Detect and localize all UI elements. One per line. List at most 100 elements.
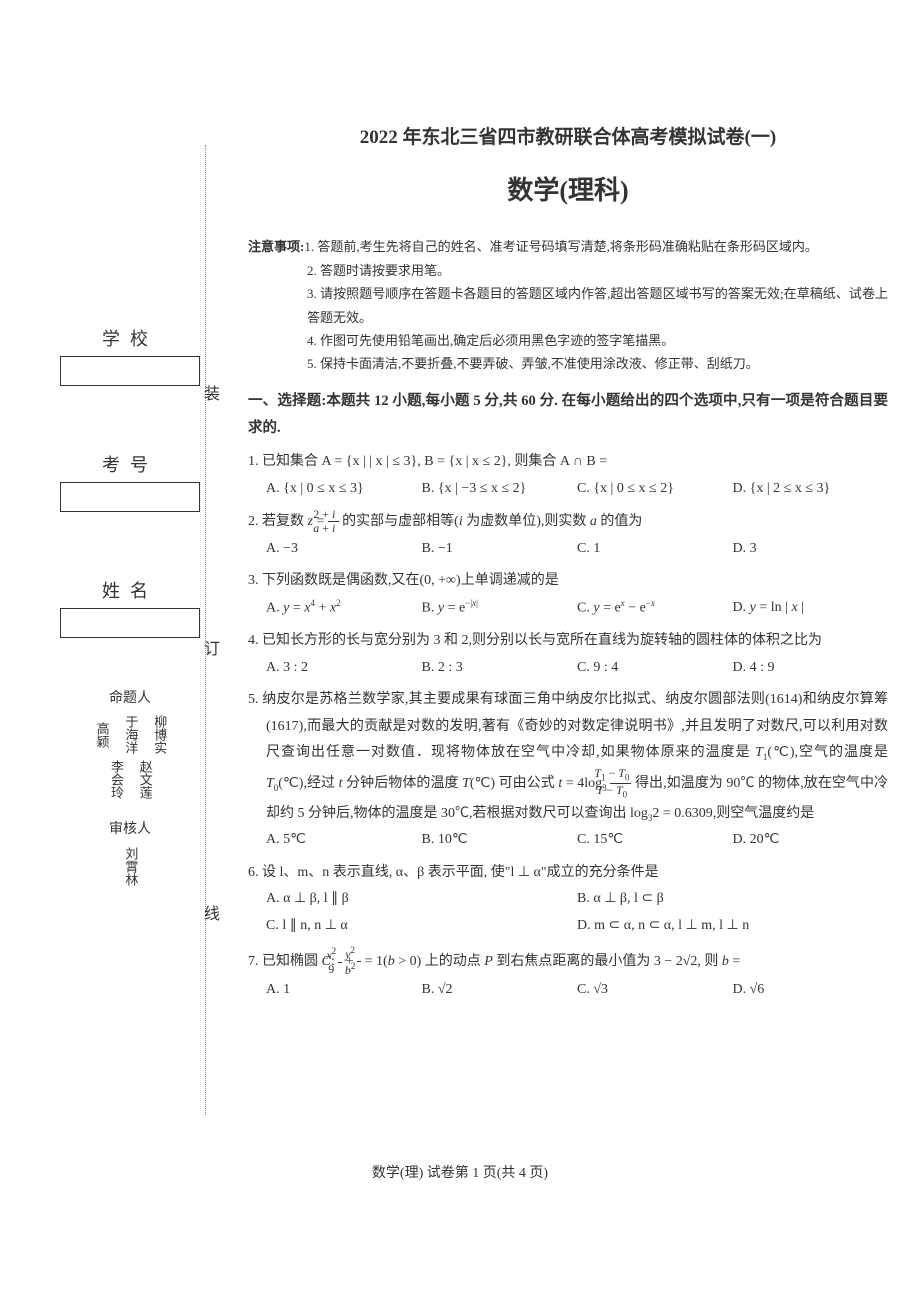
option-b: B. 2 : 3 (422, 655, 578, 682)
question-text: 7. 已知椭圆 C: x29 + y2b2 = 1(b > 0) 上的动点 P … (248, 946, 888, 977)
option-b: B. 10℃ (422, 827, 578, 854)
notice-item: 5. 保持卡面清洁,不要折叠,不要弄破、弄皱,不准使用涂改液、修正带、刮纸刀。 (248, 352, 888, 375)
options: A. −3 B. −1 C. 1 D. 3 (248, 536, 888, 563)
question-text: 3. 下列函数既是偶函数,又在(0, +∞)上单调递减的是 (248, 568, 888, 595)
reviewers-section: 审核人 刘霄林 (60, 819, 200, 885)
options: A. 1 B. √2 C. √3 D. √6 (248, 977, 888, 1004)
authors-section: 命题人 高颖 于海洋 柳博实 李会玲 赵文莲 (60, 688, 200, 799)
exam-no-label: 考号 (60, 446, 200, 482)
author-name: 高颖 (91, 715, 112, 754)
notice-item: 3. 请按照题号顺序在答题卡各题目的答题区域内作答,超出答题区域书写的答案无效;… (248, 282, 888, 329)
author-name: 李会玲 (105, 760, 126, 799)
question-3: 3. 下列函数既是偶函数,又在(0, +∞)上单调递减的是 A. y = x4 … (248, 568, 888, 622)
question-text: 2. 若复数 z = 2 + ia + i 的实部与虚部相等(i 为虚数单位),… (248, 508, 888, 536)
q-num: 1. (248, 454, 259, 469)
q-body: 已知集合 A = {x | | x | ≤ 3}, B = {x | x ≤ 2… (262, 454, 607, 469)
exam-subtitle: 数学(理科) (248, 166, 888, 215)
option-d: D. m ⊂ α, n ⊂ α, l ⊥ m, l ⊥ n (577, 913, 888, 940)
question-text: 1. 已知集合 A = {x | | x | ≤ 3}, B = {x | x … (248, 449, 888, 476)
exam-title: 2022 年东北三省四市教研联合体高考模拟试卷(一) (248, 120, 888, 156)
school-label: 学校 (60, 320, 200, 356)
binding-mark-2: 订 (197, 640, 221, 656)
name-label: 姓名 (60, 572, 200, 608)
author-label: 命题人 (60, 688, 200, 710)
option-d: D. √6 (733, 977, 889, 1004)
exam-no-box (60, 482, 200, 512)
notice-item: 1. 答题前,考生先将自己的姓名、准考证号码填写清楚,将条形码准确粘贴在条形码区… (304, 235, 818, 258)
option-c: C. 1 (577, 536, 733, 563)
main-content: 2022 年东北三省四市教研联合体高考模拟试卷(一) 数学(理科) 注意事项: … (248, 120, 888, 1010)
school-box (60, 356, 200, 386)
reviewer-names: 刘霄林 (60, 847, 200, 886)
option-c: C. √3 (577, 977, 733, 1004)
reviewer-name: 刘霄林 (120, 847, 141, 886)
option-b: B. y = e−|x| (422, 595, 578, 622)
name-box (60, 608, 200, 638)
option-d: D. y = ln | x | (733, 595, 889, 622)
notice-row-1: 注意事项: 1. 答题前,考生先将自己的姓名、准考证号码填写清楚,将条形码准确粘… (248, 235, 888, 258)
question-text: 6. 设 l、m、n 表示直线, α、β 表示平面, 使"l ⊥ α"成立的充分… (248, 860, 888, 887)
question-6: 6. 设 l、m、n 表示直线, α、β 表示平面, 使"l ⊥ α"成立的充分… (248, 860, 888, 940)
binding-dotted-line (205, 145, 206, 1115)
author-name: 柳博实 (148, 715, 169, 754)
option-a: A. {x | 0 ≤ x ≤ 3} (266, 476, 422, 503)
q-num: 4. (248, 633, 259, 648)
option-b: B. √2 (422, 977, 578, 1004)
reviewer-label: 审核人 (60, 819, 200, 841)
name-section: 姓名 (60, 572, 200, 638)
sidebar: 学校 考号 姓名 命题人 高颖 于海洋 柳博实 李会玲 赵文莲 审核人 刘霄林 (60, 320, 200, 886)
options: A. 5℃ B. 10℃ C. 15℃ D. 20℃ (248, 827, 888, 854)
section-header: 一、选择题:本题共 12 小题,每小题 5 分,共 60 分. 在每小题给出的四… (248, 388, 888, 443)
exam-no-section: 考号 (60, 446, 200, 512)
option-d: D. 4 : 9 (733, 655, 889, 682)
question-text: 5. 纳皮尔是苏格兰数学家,其主要成果有球面三角中纳皮尔比拟式、纳皮尔圆部法则(… (248, 687, 888, 827)
q-num: 3. (248, 573, 259, 588)
option-a: A. −3 (266, 536, 422, 563)
q-num: 6. (248, 865, 259, 880)
school-section: 学校 (60, 320, 200, 386)
option-c: C. y = ex − e−x (577, 595, 733, 622)
option-a: A. α ⊥ β, l ∥ β (266, 886, 577, 913)
option-a: A. 3 : 2 (266, 655, 422, 682)
option-b: B. −1 (422, 536, 578, 563)
option-d: D. {x | 2 ≤ x ≤ 3} (733, 476, 889, 503)
option-d: D. 3 (733, 536, 889, 563)
option-b: B. {x | −3 ≤ x ≤ 2} (422, 476, 578, 503)
author-names-2: 李会玲 赵文莲 (60, 760, 200, 799)
option-a: A. 1 (266, 977, 422, 1004)
options: C. l ∥ n, n ⊥ α D. m ⊂ α, n ⊂ α, l ⊥ m, … (248, 913, 888, 940)
author-name: 赵文莲 (134, 760, 155, 799)
options: A. y = x4 + x2 B. y = e−|x| C. y = ex − … (248, 595, 888, 622)
options: A. 3 : 2 B. 2 : 3 C. 9 : 4 D. 4 : 9 (248, 655, 888, 682)
q-num: 7. (248, 953, 259, 968)
option-c: C. 15℃ (577, 827, 733, 854)
option-d: D. 20℃ (733, 827, 889, 854)
option-c: C. l ∥ n, n ⊥ α (266, 913, 577, 940)
option-b: B. α ⊥ β, l ⊂ β (577, 886, 888, 913)
q-num: 5. (248, 692, 259, 707)
option-c: C. 9 : 4 (577, 655, 733, 682)
options: A. α ⊥ β, l ∥ β B. α ⊥ β, l ⊂ β (248, 886, 888, 913)
notice-label: 注意事项: (248, 235, 304, 258)
question-2: 2. 若复数 z = 2 + ia + i 的实部与虚部相等(i 为虚数单位),… (248, 508, 888, 562)
q-body: 下列函数既是偶函数,又在(0, +∞)上单调递减的是 (262, 573, 559, 588)
option-a: A. y = x4 + x2 (266, 595, 422, 622)
binding-mark-1: 装 (197, 385, 221, 401)
binding-mark-3: 线 (197, 905, 221, 921)
notice-item: 4. 作图可先使用铅笔画出,确定后必须用黑色字迹的签字笔描黑。 (248, 329, 888, 352)
q-body: 已知长方形的长与宽分别为 3 和 2,则分别以长与宽所在直线为旋转轴的圆柱体的体… (262, 633, 822, 648)
question-4: 4. 已知长方形的长与宽分别为 3 和 2,则分别以长与宽所在直线为旋转轴的圆柱… (248, 628, 888, 681)
option-a: A. 5℃ (266, 827, 422, 854)
author-names: 高颖 于海洋 柳博实 (60, 715, 200, 754)
author-name: 于海洋 (120, 715, 141, 754)
q-body: 设 l、m、n 表示直线, α、β 表示平面, 使"l ⊥ α"成立的充分条件是 (262, 865, 659, 880)
option-c: C. {x | 0 ≤ x ≤ 2} (577, 476, 733, 503)
question-text: 4. 已知长方形的长与宽分别为 3 和 2,则分别以长与宽所在直线为旋转轴的圆柱… (248, 628, 888, 655)
notice-item: 2. 答题时请按要求用笔。 (248, 259, 888, 282)
notice-block: 注意事项: 1. 答题前,考生先将自己的姓名、准考证号码填写清楚,将条形码准确粘… (248, 235, 888, 375)
q-num: 2. (248, 514, 259, 529)
question-1: 1. 已知集合 A = {x | | x | ≤ 3}, B = {x | x … (248, 449, 888, 502)
options: A. {x | 0 ≤ x ≤ 3} B. {x | −3 ≤ x ≤ 2} C… (248, 476, 888, 503)
question-5: 5. 纳皮尔是苏格兰数学家,其主要成果有球面三角中纳皮尔比拟式、纳皮尔圆部法则(… (248, 687, 888, 854)
page-footer: 数学(理) 试卷第 1 页(共 4 页) (0, 1162, 920, 1182)
